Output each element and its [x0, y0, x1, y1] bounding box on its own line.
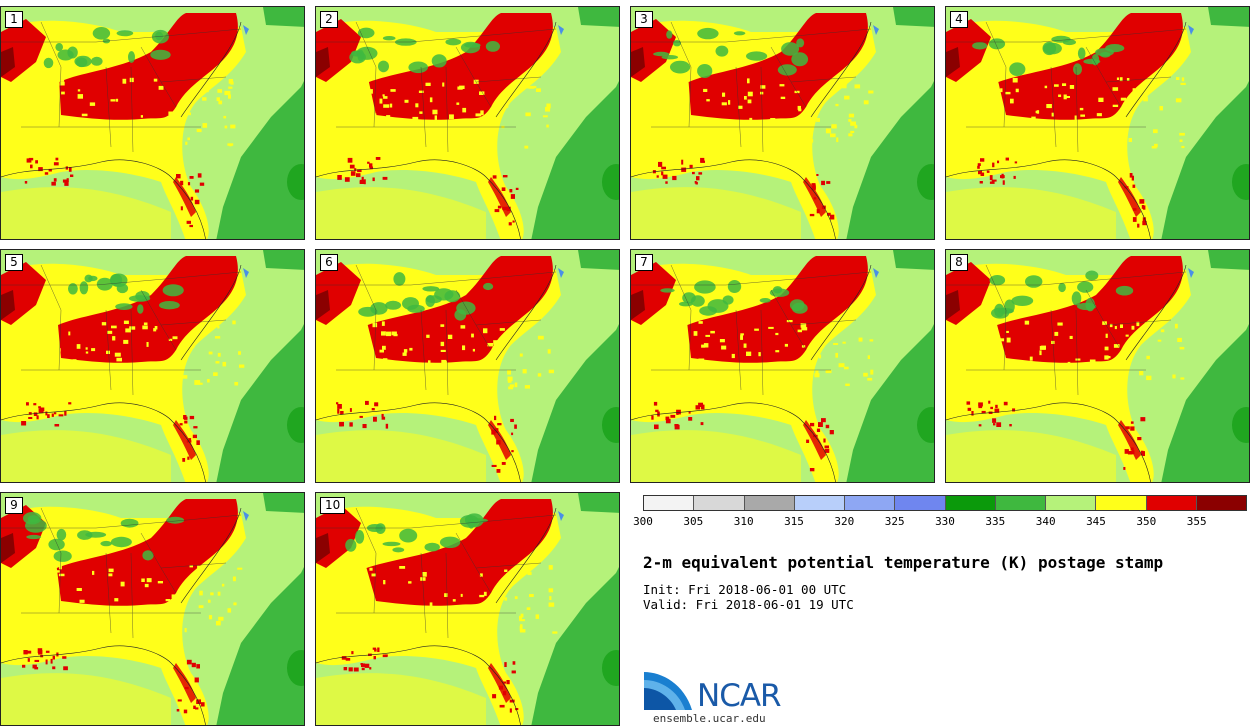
colorbar-tick-label: 310 — [733, 515, 754, 528]
colorbar-segment — [694, 496, 745, 510]
valid-time: Valid: Fri 2018-06-01 19 UTC — [643, 597, 854, 612]
logo-url: ensemble.ucar.edu — [653, 712, 766, 725]
colorbar-tick-label: 320 — [834, 515, 855, 528]
colorbar-segment — [895, 496, 946, 510]
member-label: 6 — [320, 254, 338, 271]
map-panel: 7 — [630, 249, 935, 483]
member-label: 2 — [320, 11, 338, 28]
map-panel: 3 — [630, 6, 935, 240]
ncar-logo-icon — [644, 672, 692, 710]
map-panel: 5 — [0, 249, 305, 483]
colorbar-tick-label: 340 — [1035, 515, 1056, 528]
map-panel: 10 — [315, 492, 620, 726]
colorbar-segment — [1196, 496, 1246, 510]
colorbar-tick-label: 300 — [633, 515, 653, 528]
map-panel: 9 — [0, 492, 305, 726]
member-label: 3 — [635, 11, 653, 28]
colorbar-segment — [845, 496, 896, 510]
map-panel: 4 — [945, 6, 1250, 240]
colorbar-segment — [644, 496, 695, 510]
map-panel: 6 — [315, 249, 620, 483]
colorbar-tick-label: 355 — [1186, 515, 1207, 528]
chart-title: 2-m equivalent potential temperature (K)… — [643, 553, 1164, 572]
colorbar-tick-label: 325 — [884, 515, 905, 528]
colorbar-segment — [1096, 496, 1147, 510]
member-label: 10 — [320, 497, 346, 514]
colorbar-tick-label: 350 — [1136, 515, 1157, 528]
init-time: Init: Fri 2018-06-01 00 UTC — [643, 582, 847, 597]
member-label: 9 — [5, 497, 23, 514]
colorbar — [643, 495, 1247, 511]
colorbar-segment — [1046, 496, 1097, 510]
colorbar-tick-label: 305 — [683, 515, 704, 528]
colorbar-segment — [794, 496, 845, 510]
member-label: 5 — [5, 254, 23, 271]
member-label: 8 — [950, 254, 968, 271]
colorbar-segment — [945, 496, 996, 510]
colorbar-tick-label: 345 — [1086, 515, 1106, 528]
colorbar-segment — [744, 496, 795, 510]
colorbar-tick-label: 330 — [935, 515, 955, 528]
colorbar-tick-label: 335 — [985, 515, 1006, 528]
colorbar-segment — [995, 496, 1046, 510]
colorbar-ticks: 300 305 310 315 320 325 330 335 340 345 350 355 — [633, 515, 1247, 529]
member-label: 1 — [5, 11, 23, 28]
colorbar-tick-label: 315 — [784, 515, 804, 528]
map-panel: 1 — [0, 6, 305, 240]
logo-text: NCAR — [697, 678, 782, 714]
map-panel: 8 — [945, 249, 1250, 483]
map-panel: 2 — [315, 6, 620, 240]
member-label: 7 — [635, 254, 653, 271]
colorbar-segment — [1146, 496, 1197, 510]
member-label: 4 — [950, 11, 968, 28]
